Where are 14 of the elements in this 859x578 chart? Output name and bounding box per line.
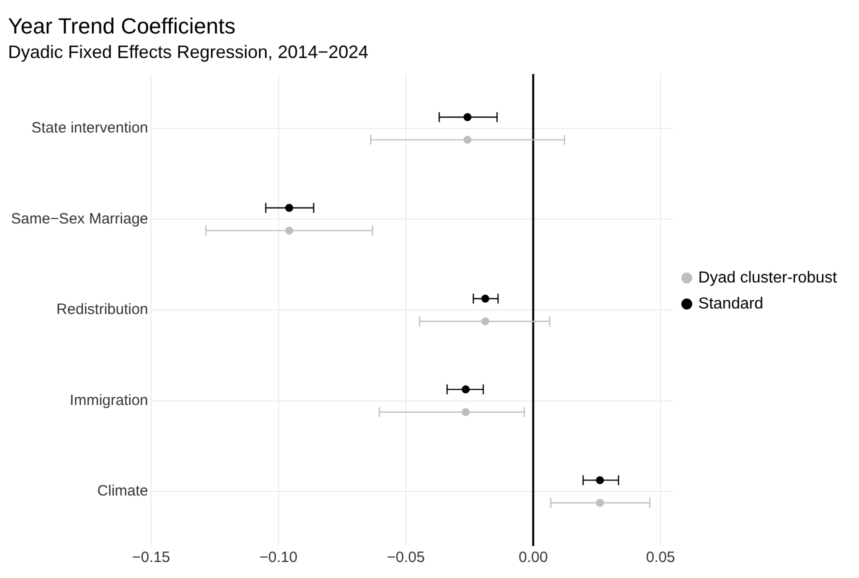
chart-title: Year Trend Coefficients	[8, 13, 236, 38]
x-tick-label: 0.00	[518, 549, 548, 566]
y-tick-label: Climate	[97, 482, 148, 500]
x-tick-label: −0.05	[386, 549, 425, 566]
legend-label: Standard	[698, 295, 764, 312]
x-tick-label: −0.15	[132, 549, 170, 566]
legend-label: Dyad cluster-robust	[698, 269, 838, 286]
y-tick-label: State intervention	[31, 120, 148, 137]
y-tick-label: Same−Sex Marriage	[10, 210, 148, 228]
chart-subtitle: Dyadic Fixed Effects Regression, 2014−2024	[8, 42, 368, 62]
y-tick-label: Immigration	[70, 392, 148, 409]
x-tick-label: 0.05	[646, 549, 676, 566]
x-tick-label: −0.10	[260, 549, 298, 566]
y-tick-label: Redistribution	[56, 301, 148, 318]
